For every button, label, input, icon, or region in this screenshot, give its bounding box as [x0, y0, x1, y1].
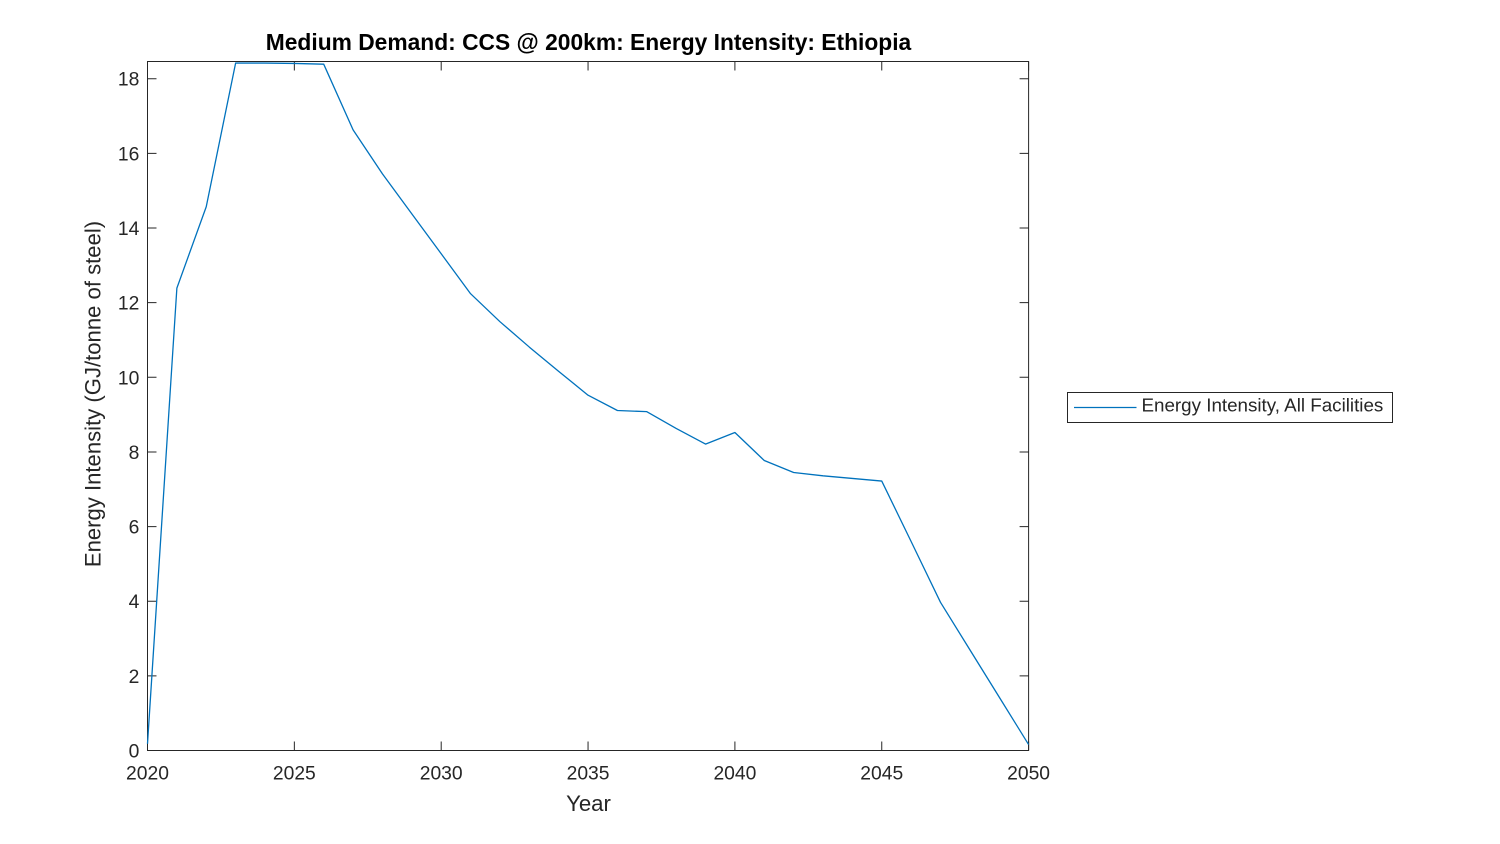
- svg-text:2030: 2030: [420, 764, 463, 785]
- svg-text:Year: Year: [566, 791, 611, 816]
- svg-text:16: 16: [118, 144, 139, 165]
- svg-text:0: 0: [129, 742, 140, 763]
- svg-text:2035: 2035: [567, 764, 610, 785]
- svg-text:2045: 2045: [860, 764, 903, 785]
- svg-text:Energy Intensity, All Faciliti: Energy Intensity, All Facilities: [1142, 395, 1384, 416]
- svg-text:2050: 2050: [1007, 764, 1050, 785]
- svg-text:18: 18: [118, 70, 139, 91]
- svg-text:2025: 2025: [273, 764, 316, 785]
- svg-text:12: 12: [118, 294, 139, 315]
- svg-text:10: 10: [118, 368, 139, 389]
- svg-text:Energy Intensity (GJ/tonne of: Energy Intensity (GJ/tonne of steel): [81, 221, 106, 567]
- svg-text:6: 6: [129, 518, 140, 539]
- svg-text:8: 8: [129, 443, 140, 464]
- svg-text:2020: 2020: [126, 764, 169, 785]
- svg-text:14: 14: [118, 219, 140, 240]
- svg-text:Medium Demand: CCS @ 200km: En: Medium Demand: CCS @ 200km: Energy Inten…: [266, 29, 912, 55]
- svg-text:4: 4: [129, 592, 140, 613]
- svg-text:2040: 2040: [713, 764, 756, 785]
- svg-text:2: 2: [129, 667, 140, 688]
